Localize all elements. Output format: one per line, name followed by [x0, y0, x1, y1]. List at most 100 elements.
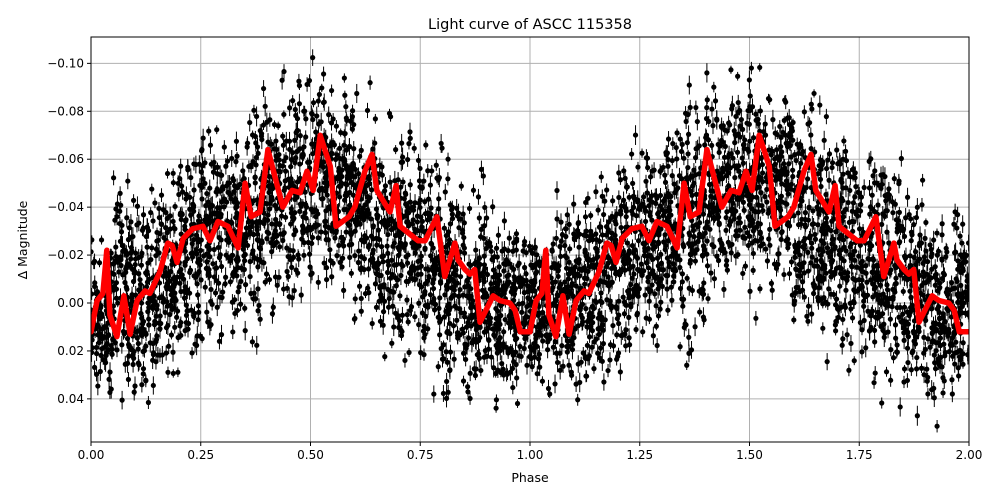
data-point: [298, 292, 304, 298]
data-point: [354, 90, 360, 97]
data-point: [98, 305, 104, 311]
data-point: [447, 367, 453, 374]
data-point: [310, 116, 316, 123]
data-point: [403, 191, 409, 198]
data-point: [178, 319, 184, 326]
data-point: [512, 349, 519, 355]
data-point: [472, 372, 479, 379]
data-point: [554, 216, 560, 222]
data-point: [509, 264, 515, 271]
data-point: [323, 134, 329, 140]
data-point: [497, 334, 503, 341]
data-point: [274, 239, 280, 245]
data-point: [481, 262, 488, 268]
data-point: [493, 287, 499, 293]
data-point: [93, 350, 100, 357]
data-point: [193, 232, 200, 238]
data-point: [339, 264, 345, 270]
data-point: [564, 212, 570, 218]
data-point: [520, 300, 526, 306]
data-point: [113, 244, 119, 250]
data-point: [397, 240, 404, 246]
data-point: [488, 248, 494, 254]
data-point: [213, 278, 220, 284]
data-point: [181, 295, 188, 301]
data-point: [441, 225, 447, 231]
data-point: [281, 111, 287, 118]
data-point: [472, 261, 478, 267]
data-point: [405, 252, 411, 258]
data-point: [199, 148, 205, 154]
data-point: [95, 323, 102, 329]
data-point: [145, 260, 151, 266]
data-point: [150, 218, 156, 224]
data-point: [552, 381, 558, 387]
data-point: [566, 362, 572, 368]
data-point: [242, 251, 248, 258]
data-point: [589, 303, 595, 310]
data-point: [199, 196, 205, 202]
data-point: [157, 326, 163, 332]
data-point: [206, 128, 212, 134]
data-point: [397, 293, 403, 299]
data-point: [374, 242, 380, 248]
data-point: [139, 332, 145, 339]
data-point: [501, 290, 507, 296]
data-point: [250, 296, 257, 302]
data-point: [375, 260, 381, 266]
data-point: [218, 263, 225, 270]
data-point: [493, 342, 499, 349]
data-point: [582, 214, 589, 220]
data-point: [221, 196, 227, 202]
data-point: [91, 334, 94, 340]
data-point: [420, 294, 426, 300]
data-point: [521, 345, 527, 352]
data-point: [310, 100, 317, 106]
data-point: [150, 351, 157, 358]
data-point: [441, 356, 447, 362]
data-point: [208, 322, 214, 328]
data-point: [422, 281, 428, 287]
data-point: [207, 204, 213, 210]
data-point: [252, 180, 258, 186]
data-point: [516, 275, 522, 281]
data-point: [465, 389, 471, 395]
data-point: [384, 243, 390, 249]
data-point: [493, 245, 500, 251]
data-point: [179, 183, 185, 189]
data-point: [558, 238, 564, 244]
data-point: [430, 277, 436, 283]
data-point: [195, 292, 201, 298]
data-point: [481, 253, 487, 259]
data-point: [422, 246, 428, 252]
data-point: [342, 130, 348, 137]
data-point: [178, 163, 184, 169]
data-point: [237, 301, 244, 307]
data-point: [134, 335, 140, 341]
data-point: [186, 290, 193, 296]
data-point: [498, 369, 504, 376]
data-point: [177, 176, 183, 182]
data-point: [374, 215, 380, 221]
data-point: [292, 137, 298, 143]
data-point: [536, 351, 543, 357]
data-point: [448, 295, 454, 301]
data-point: [191, 236, 197, 243]
data-point: [505, 348, 511, 354]
data-point: [355, 214, 361, 220]
data-point: [117, 190, 123, 196]
data-point: [450, 323, 457, 329]
data-point: [401, 244, 407, 251]
data-point: [376, 272, 382, 279]
data-point: [457, 273, 464, 280]
data-point: [348, 165, 354, 171]
data-point: [300, 214, 306, 220]
x-axis-label: Phase: [511, 470, 549, 485]
data-point: [349, 114, 355, 120]
data-point: [134, 222, 140, 228]
data-point: [575, 397, 581, 403]
data-point: [444, 328, 451, 335]
data-point: [315, 235, 321, 241]
data-point: [364, 107, 371, 114]
data-point: [370, 250, 376, 256]
